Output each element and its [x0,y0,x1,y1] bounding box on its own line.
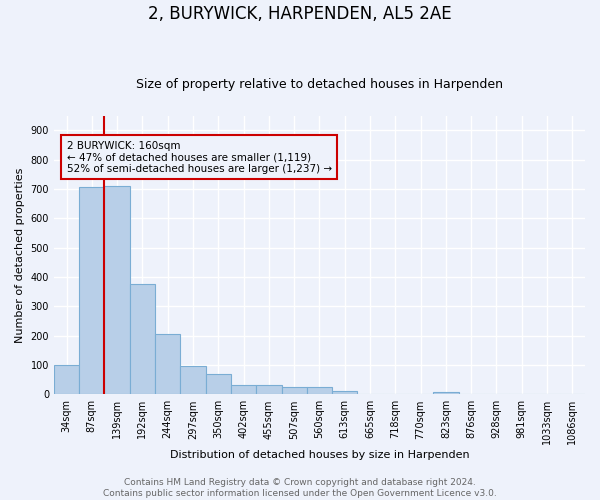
Bar [307,387,332,394]
Bar [155,334,181,394]
Bar [281,387,307,394]
Bar [104,186,130,394]
Bar [256,384,281,394]
Bar [181,366,206,394]
Text: 2 BURYWICK: 160sqm
← 47% of detached houses are smaller (1,119)
52% of semi-deta: 2 BURYWICK: 160sqm ← 47% of detached hou… [67,140,332,174]
Bar [332,392,358,394]
Bar [79,187,104,394]
Bar [433,392,458,394]
Text: 2, BURYWICK, HARPENDEN, AL5 2AE: 2, BURYWICK, HARPENDEN, AL5 2AE [148,5,452,23]
Bar [54,365,79,394]
Bar [206,374,231,394]
Y-axis label: Number of detached properties: Number of detached properties [15,168,25,342]
Title: Size of property relative to detached houses in Harpenden: Size of property relative to detached ho… [136,78,503,91]
Bar [130,284,155,395]
Text: Contains HM Land Registry data © Crown copyright and database right 2024.
Contai: Contains HM Land Registry data © Crown c… [103,478,497,498]
Bar [231,384,256,394]
X-axis label: Distribution of detached houses by size in Harpenden: Distribution of detached houses by size … [170,450,469,460]
